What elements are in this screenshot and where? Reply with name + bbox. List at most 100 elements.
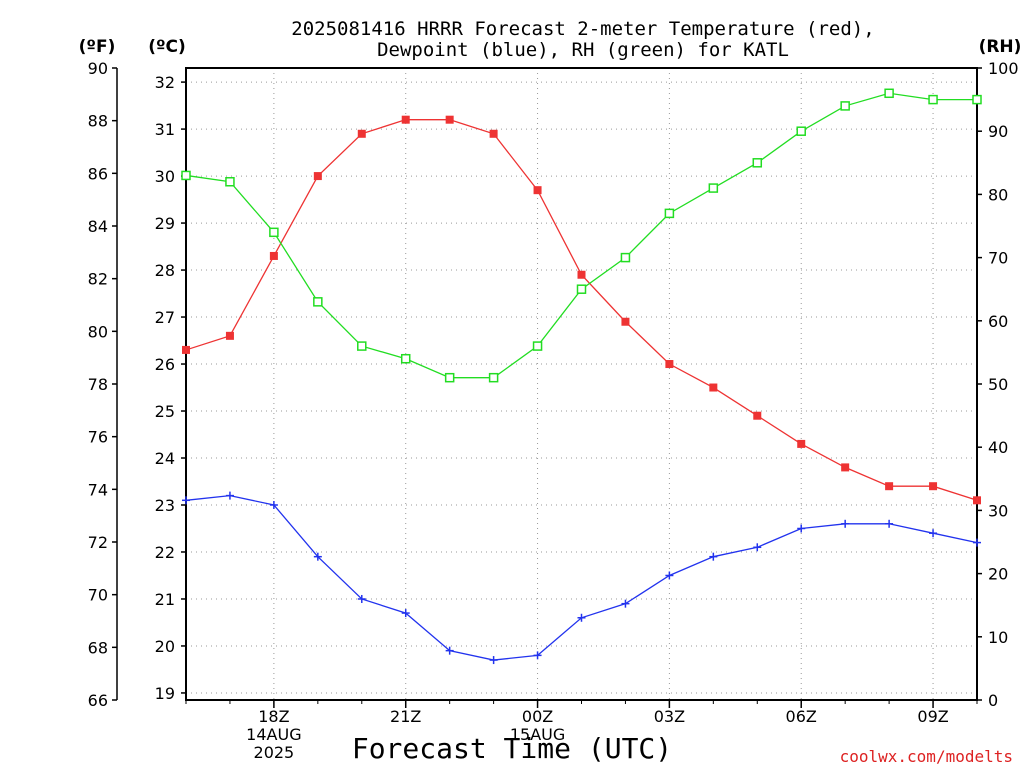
rh-point — [752, 158, 763, 168]
temp-line — [185, 119, 978, 501]
rh-tick-label: 30 — [988, 501, 1008, 520]
fahrenheit-tick-label: 66 — [88, 691, 108, 710]
rh-tick-label: 60 — [988, 312, 1008, 331]
temp-point — [753, 411, 762, 420]
rh-point — [532, 341, 543, 351]
rh-point — [269, 227, 279, 238]
dewpoint-point — [269, 500, 278, 509]
celsius-tick-label: 20 — [155, 637, 175, 656]
x-tick-label: 09Z — [917, 707, 948, 726]
dewpoint-point — [709, 552, 718, 561]
dewpoint-point — [797, 524, 806, 533]
dewpoint-point — [182, 496, 190, 505]
rh-tick-label: 100 — [988, 59, 1019, 78]
chart-title: 2025081416 HRRR Forecast 2-meter Tempera… — [291, 18, 874, 61]
temp-point — [445, 115, 454, 124]
fahrenheit-tick-label: 70 — [88, 586, 108, 605]
fahrenheit-tick-label: 72 — [88, 533, 108, 552]
temp-point — [665, 360, 674, 369]
dewpoint-point — [665, 571, 674, 580]
temp-point — [269, 251, 278, 260]
dewpoint-point — [753, 543, 762, 552]
temp-point — [225, 331, 234, 340]
celsius-tick-label: 31 — [155, 120, 175, 139]
fahrenheit-tick-label: 74 — [88, 480, 108, 499]
rh-point — [357, 341, 367, 351]
rh-point — [576, 284, 587, 294]
dewpoint-point — [357, 594, 366, 603]
dewpoint-point — [621, 599, 630, 608]
rh-line — [185, 92, 977, 379]
x-tick-label: 00Z — [522, 707, 553, 726]
rh-point — [313, 297, 323, 307]
fahrenheit-axis-label: (ºF) — [79, 37, 116, 57]
x-axis-label: Forecast Time (UTC) — [352, 732, 672, 765]
rh-point — [840, 101, 850, 111]
rh-point — [444, 372, 455, 383]
rh-tick-label: 20 — [988, 565, 1008, 584]
x-tick-label: 18Z — [258, 707, 289, 726]
celsius-axis-label: (ºC) — [148, 37, 186, 57]
rh-tick-label: 10 — [988, 628, 1008, 647]
temp-point — [797, 439, 806, 448]
temp-point — [182, 345, 190, 354]
fahrenheit-tick-label: 76 — [88, 428, 108, 447]
celsius-tick-label: 22 — [155, 543, 175, 562]
celsius-tick-label: 19 — [155, 684, 175, 703]
rh-point — [884, 88, 894, 99]
plot-frame — [185, 67, 978, 701]
celsius-tick-label: 23 — [155, 496, 175, 515]
temp-point — [401, 115, 410, 124]
temp-point — [489, 129, 498, 138]
rh-point — [972, 94, 982, 105]
temp-point — [577, 270, 586, 279]
temp-point — [533, 186, 542, 195]
title-line-1: 2025081416 HRRR Forecast 2-meter Tempera… — [291, 18, 874, 40]
fahrenheit-tick-label: 90 — [88, 59, 108, 78]
grid — [186, 68, 977, 700]
dewpoint-point — [489, 656, 498, 665]
celsius-tick-label: 25 — [155, 402, 175, 421]
celsius-tick-label: 21 — [155, 590, 175, 609]
title-line-2: Dewpoint (blue), RH (green) for KATL — [377, 39, 789, 61]
rh-point — [225, 177, 235, 187]
x-tick-label: 21Z — [390, 707, 421, 726]
dewpoint-point — [313, 552, 322, 561]
dewpoint-point — [533, 651, 542, 660]
dewpoint-point — [401, 609, 410, 618]
rh-tick-label: 50 — [988, 375, 1008, 394]
rh-point — [488, 372, 499, 383]
celsius-tick-label: 26 — [155, 355, 175, 374]
temp-point — [313, 172, 322, 181]
x-tick-label: 15AUG — [510, 725, 565, 744]
temp-point — [885, 482, 894, 491]
temp-point — [973, 496, 981, 505]
x-tick-label: 2025 — [254, 743, 295, 762]
temp-point — [841, 463, 850, 472]
celsius-tick-label: 29 — [155, 214, 175, 233]
rh-point — [181, 170, 191, 181]
dewpoint-point — [225, 491, 234, 500]
dewpoint-point — [885, 519, 894, 528]
credit-text: coolwx.com/modelts — [840, 747, 1013, 766]
celsius-tick-label: 30 — [155, 167, 175, 186]
dewpoint-point — [929, 529, 938, 538]
dewpoint-point — [445, 646, 454, 655]
rh-point — [664, 208, 675, 219]
rh-tick-label: 80 — [988, 185, 1008, 204]
rh-point — [400, 353, 411, 364]
dewpoint-point — [841, 519, 850, 528]
fahrenheit-tick-label: 80 — [88, 322, 108, 341]
rh-point — [796, 126, 806, 136]
rh-tick-label: 90 — [988, 122, 1008, 141]
fahrenheit-tick-label: 88 — [88, 112, 108, 131]
celsius-tick-label: 24 — [155, 449, 175, 468]
dewpoint-point — [973, 538, 981, 547]
celsius-tick-label: 27 — [155, 308, 175, 327]
rh-point — [620, 252, 631, 263]
series-layer — [181, 88, 982, 665]
celsius-tick-label: 28 — [155, 261, 175, 280]
rh-tick-label: 70 — [988, 249, 1008, 268]
rh-tick-label: 40 — [988, 438, 1008, 457]
rh-point — [928, 94, 938, 105]
